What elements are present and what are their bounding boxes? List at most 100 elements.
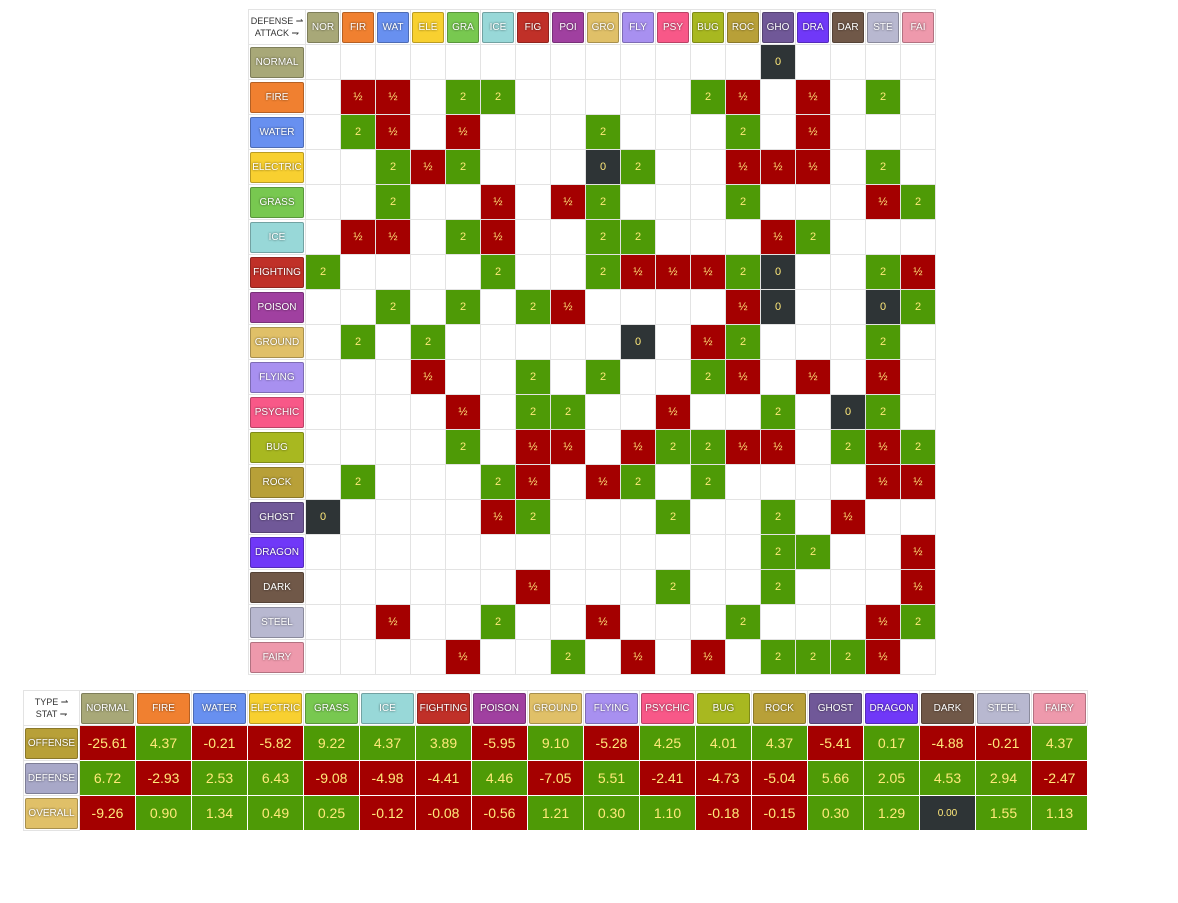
effectiveness-cell bbox=[760, 324, 796, 360]
table-row: FIGHTING 2 2 2 ½ ½ ½ 2 0 2 ½ bbox=[248, 254, 936, 290]
effectiveness-cell: 2 bbox=[795, 639, 831, 675]
effectiveness-cell: 2 bbox=[760, 499, 796, 535]
stat-value-cell: -5.04 bbox=[751, 760, 808, 796]
effectiveness-cell: ½ bbox=[445, 639, 481, 675]
effectiveness-cell: 2 bbox=[690, 359, 726, 395]
effectiveness-cell bbox=[830, 324, 866, 360]
stat-value-cell: 1.10 bbox=[639, 795, 696, 831]
effectiveness-cell bbox=[620, 604, 656, 640]
effectiveness-cell bbox=[690, 149, 726, 185]
effectiveness-cell bbox=[655, 289, 691, 325]
attack-type-header-ground: GROUND bbox=[248, 324, 306, 360]
effectiveness-cell bbox=[620, 184, 656, 220]
attack-type-badge: BUG bbox=[250, 431, 304, 463]
effectiveness-cell bbox=[550, 149, 586, 185]
table-row: ROCK 2 2 ½ ½ 2 2 ½ ½ bbox=[248, 464, 936, 500]
effectiveness-cell: 0 bbox=[585, 149, 621, 185]
effectiveness-cell bbox=[830, 359, 866, 395]
effectiveness-cell bbox=[760, 114, 796, 150]
effectiveness-cell: 2 bbox=[830, 429, 866, 465]
effectiveness-cell bbox=[725, 534, 761, 570]
stat-type-header-dark: DARK bbox=[919, 690, 976, 726]
table-row: DARK ½ 2 2 ½ bbox=[248, 569, 936, 605]
stat-value-cell: -4.41 bbox=[415, 760, 472, 796]
stat-type-badge: PSYCHIC bbox=[641, 692, 694, 724]
effectiveness-cell bbox=[760, 359, 796, 395]
effectiveness-cell bbox=[515, 184, 551, 220]
effectiveness-cell bbox=[550, 604, 586, 640]
defense-type-header-dar: DAR bbox=[830, 9, 866, 45]
stat-value-cell: -0.12 bbox=[359, 795, 416, 831]
effectiveness-cell: ½ bbox=[375, 79, 411, 115]
stat-value-cell: 9.10 bbox=[527, 725, 584, 761]
chart-corner-label: DEFENSE ⇀ ATTACK ⇁ bbox=[248, 9, 306, 45]
effectiveness-cell bbox=[655, 324, 691, 360]
defense-type-badge: BUG bbox=[692, 11, 724, 43]
stat-type-badge: ELECTRIC bbox=[249, 692, 302, 724]
effectiveness-cell bbox=[865, 44, 901, 80]
effectiveness-cell bbox=[480, 429, 516, 465]
effectiveness-cell bbox=[585, 44, 621, 80]
effectiveness-cell: 2 bbox=[340, 114, 376, 150]
effectiveness-cell: 2 bbox=[445, 149, 481, 185]
defense-type-badge: PSY bbox=[657, 11, 689, 43]
effectiveness-cell: 0 bbox=[760, 289, 796, 325]
effectiveness-cell bbox=[445, 184, 481, 220]
effectiveness-cell: ½ bbox=[515, 464, 551, 500]
effectiveness-cell: 0 bbox=[865, 289, 901, 325]
defense-type-header-psy: PSY bbox=[655, 9, 691, 45]
stat-type-header-ground: GROUND bbox=[527, 690, 584, 726]
effectiveness-cell: 2 bbox=[445, 289, 481, 325]
effectiveness-cell bbox=[550, 324, 586, 360]
effectiveness-cell: 2 bbox=[515, 394, 551, 430]
effectiveness-cell bbox=[830, 569, 866, 605]
effectiveness-cell: 2 bbox=[410, 324, 446, 360]
effectiveness-cell bbox=[340, 499, 376, 535]
effectiveness-cell bbox=[830, 219, 866, 255]
effectiveness-cell bbox=[795, 499, 831, 535]
stat-value-cell: -0.21 bbox=[975, 725, 1032, 761]
corner-attack-label: ATTACK ⇁ bbox=[254, 28, 300, 38]
attack-type-header-poison: POISON bbox=[248, 289, 306, 325]
table-row: FAIRY ½ 2 ½ ½ 2 2 2 ½ bbox=[248, 639, 936, 675]
effectiveness-cell bbox=[620, 44, 656, 80]
stat-value-cell: -4.88 bbox=[919, 725, 976, 761]
effectiveness-cell: 2 bbox=[865, 149, 901, 185]
effectiveness-cell bbox=[515, 639, 551, 675]
table-row: FIRE ½ ½ 2 2 2 ½ ½ 2 bbox=[248, 79, 936, 115]
effectiveness-cell bbox=[305, 604, 341, 640]
effectiveness-cell bbox=[550, 254, 586, 290]
stat-value-cell: 1.21 bbox=[527, 795, 584, 831]
effectiveness-cell: 2 bbox=[480, 79, 516, 115]
stat-type-badge: STEEL bbox=[977, 692, 1030, 724]
effectiveness-cell: 2 bbox=[865, 394, 901, 430]
effectiveness-cell bbox=[340, 569, 376, 605]
stat-type-header-fire: FIRE bbox=[135, 690, 192, 726]
effectiveness-cell bbox=[480, 289, 516, 325]
effectiveness-cell: ½ bbox=[655, 254, 691, 290]
effectiveness-cell bbox=[795, 569, 831, 605]
effectiveness-cell: ½ bbox=[760, 429, 796, 465]
stat-type-badge: FAIRY bbox=[1033, 692, 1086, 724]
stat-type-badge: GROUND bbox=[529, 692, 582, 724]
stat-type-header-fairy: FAIRY bbox=[1031, 690, 1088, 726]
attack-type-header-dragon: DRAGON bbox=[248, 534, 306, 570]
table-row: ELECTRIC 2 ½ 2 0 2 ½ ½ ½ 2 bbox=[248, 149, 936, 185]
effectiveness-cell bbox=[900, 44, 936, 80]
effectiveness-cell bbox=[445, 534, 481, 570]
effectiveness-cell bbox=[725, 639, 761, 675]
effectiveness-cell: ½ bbox=[865, 639, 901, 675]
effectiveness-cell bbox=[900, 359, 936, 395]
effectiveness-cell: 2 bbox=[375, 184, 411, 220]
stat-value-cell: 4.37 bbox=[359, 725, 416, 761]
effectiveness-cell: 2 bbox=[585, 114, 621, 150]
effectiveness-cell bbox=[340, 289, 376, 325]
table-row: GRASS 2 ½ ½ 2 2 ½ 2 bbox=[248, 184, 936, 220]
effectiveness-cell bbox=[725, 569, 761, 605]
effectiveness-cell bbox=[830, 534, 866, 570]
effectiveness-cell bbox=[515, 604, 551, 640]
effectiveness-cell: 2 bbox=[865, 79, 901, 115]
effectiveness-cell: ½ bbox=[900, 464, 936, 500]
defense-type-badge: GRO bbox=[587, 11, 619, 43]
stat-value-cell: 2.05 bbox=[863, 760, 920, 796]
